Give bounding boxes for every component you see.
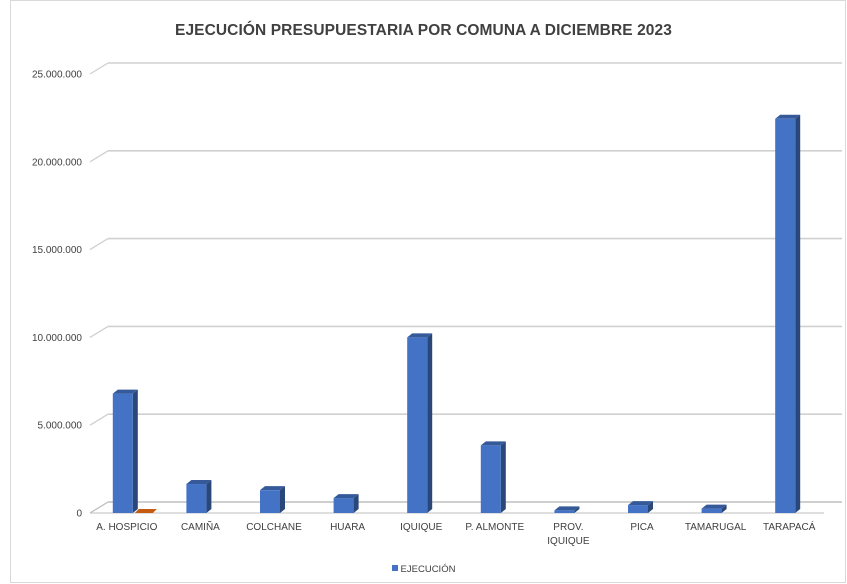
- y-tick-label: 20.000.000: [32, 157, 82, 168]
- gridline-diagonal: [89, 62, 109, 75]
- x-tick-label: A. HOSPICIO: [96, 522, 157, 533]
- bar-side: [574, 506, 580, 513]
- bar-secondary: [134, 509, 157, 513]
- bar-top: [554, 506, 580, 511]
- gridline-diagonal: [89, 238, 109, 251]
- legend: EJECUCIÓN: [0, 564, 847, 575]
- bar-top: [333, 494, 359, 499]
- bar: [112, 393, 133, 513]
- bar-top: [260, 486, 285, 491]
- y-tick-label: 15.000.000: [32, 245, 82, 256]
- legend-label: EJECUCIÓN: [400, 564, 456, 575]
- bar-side: [500, 441, 506, 513]
- bar-top: [701, 504, 727, 509]
- bar: [554, 510, 575, 513]
- bar-side: [795, 114, 801, 513]
- x-tick-label: PROV. IQUIQUE: [547, 522, 590, 547]
- gridline-diagonal: [89, 501, 109, 514]
- gridline-diagonal: [89, 325, 109, 338]
- y-tick-label: 0: [76, 509, 82, 520]
- bar: [775, 118, 796, 513]
- bar-side: [353, 494, 359, 513]
- y-tick-label: 25.000.000: [32, 70, 82, 81]
- bar: [480, 445, 501, 513]
- x-tick-label: CAMIÑA: [181, 520, 220, 533]
- bar: [407, 337, 428, 513]
- bar-top: [407, 333, 433, 338]
- chart-title: EJECUCIÓN PRESUPUESTARIA POR COMUNA A DI…: [175, 22, 672, 39]
- legend-swatch: [391, 565, 398, 572]
- bar: [260, 490, 280, 513]
- bar: [628, 505, 648, 513]
- bar-side: [427, 333, 433, 513]
- bar-side: [206, 480, 212, 513]
- x-tick-label: TARAPACÁ: [763, 520, 816, 533]
- bar-top: [480, 441, 506, 446]
- gridline-diagonal: [89, 413, 109, 426]
- gridline-diagonal: [89, 150, 109, 163]
- bar: [333, 498, 354, 513]
- y-tick-label: 5.000.000: [38, 421, 83, 432]
- bar-top: [186, 480, 212, 485]
- bar-top: [775, 114, 801, 119]
- x-tick-label: COLCHANE: [246, 522, 302, 533]
- y-tick-label: 10.000.000: [32, 333, 82, 344]
- x-tick-label: TAMARUGAL: [685, 522, 747, 533]
- bar-top: [628, 501, 653, 506]
- bar-side: [648, 501, 653, 513]
- x-tick-label: P. ALMONTE: [465, 522, 524, 533]
- bar-side: [721, 504, 727, 513]
- bar: [186, 484, 207, 513]
- x-tick-label: PICA: [630, 522, 654, 533]
- bar-side: [132, 389, 138, 513]
- x-tick-label: HUARA: [330, 522, 365, 533]
- x-tick-label: IQUIQUE: [400, 522, 443, 533]
- bar-top: [112, 389, 138, 394]
- bar-side: [280, 486, 285, 513]
- bar: [701, 508, 722, 513]
